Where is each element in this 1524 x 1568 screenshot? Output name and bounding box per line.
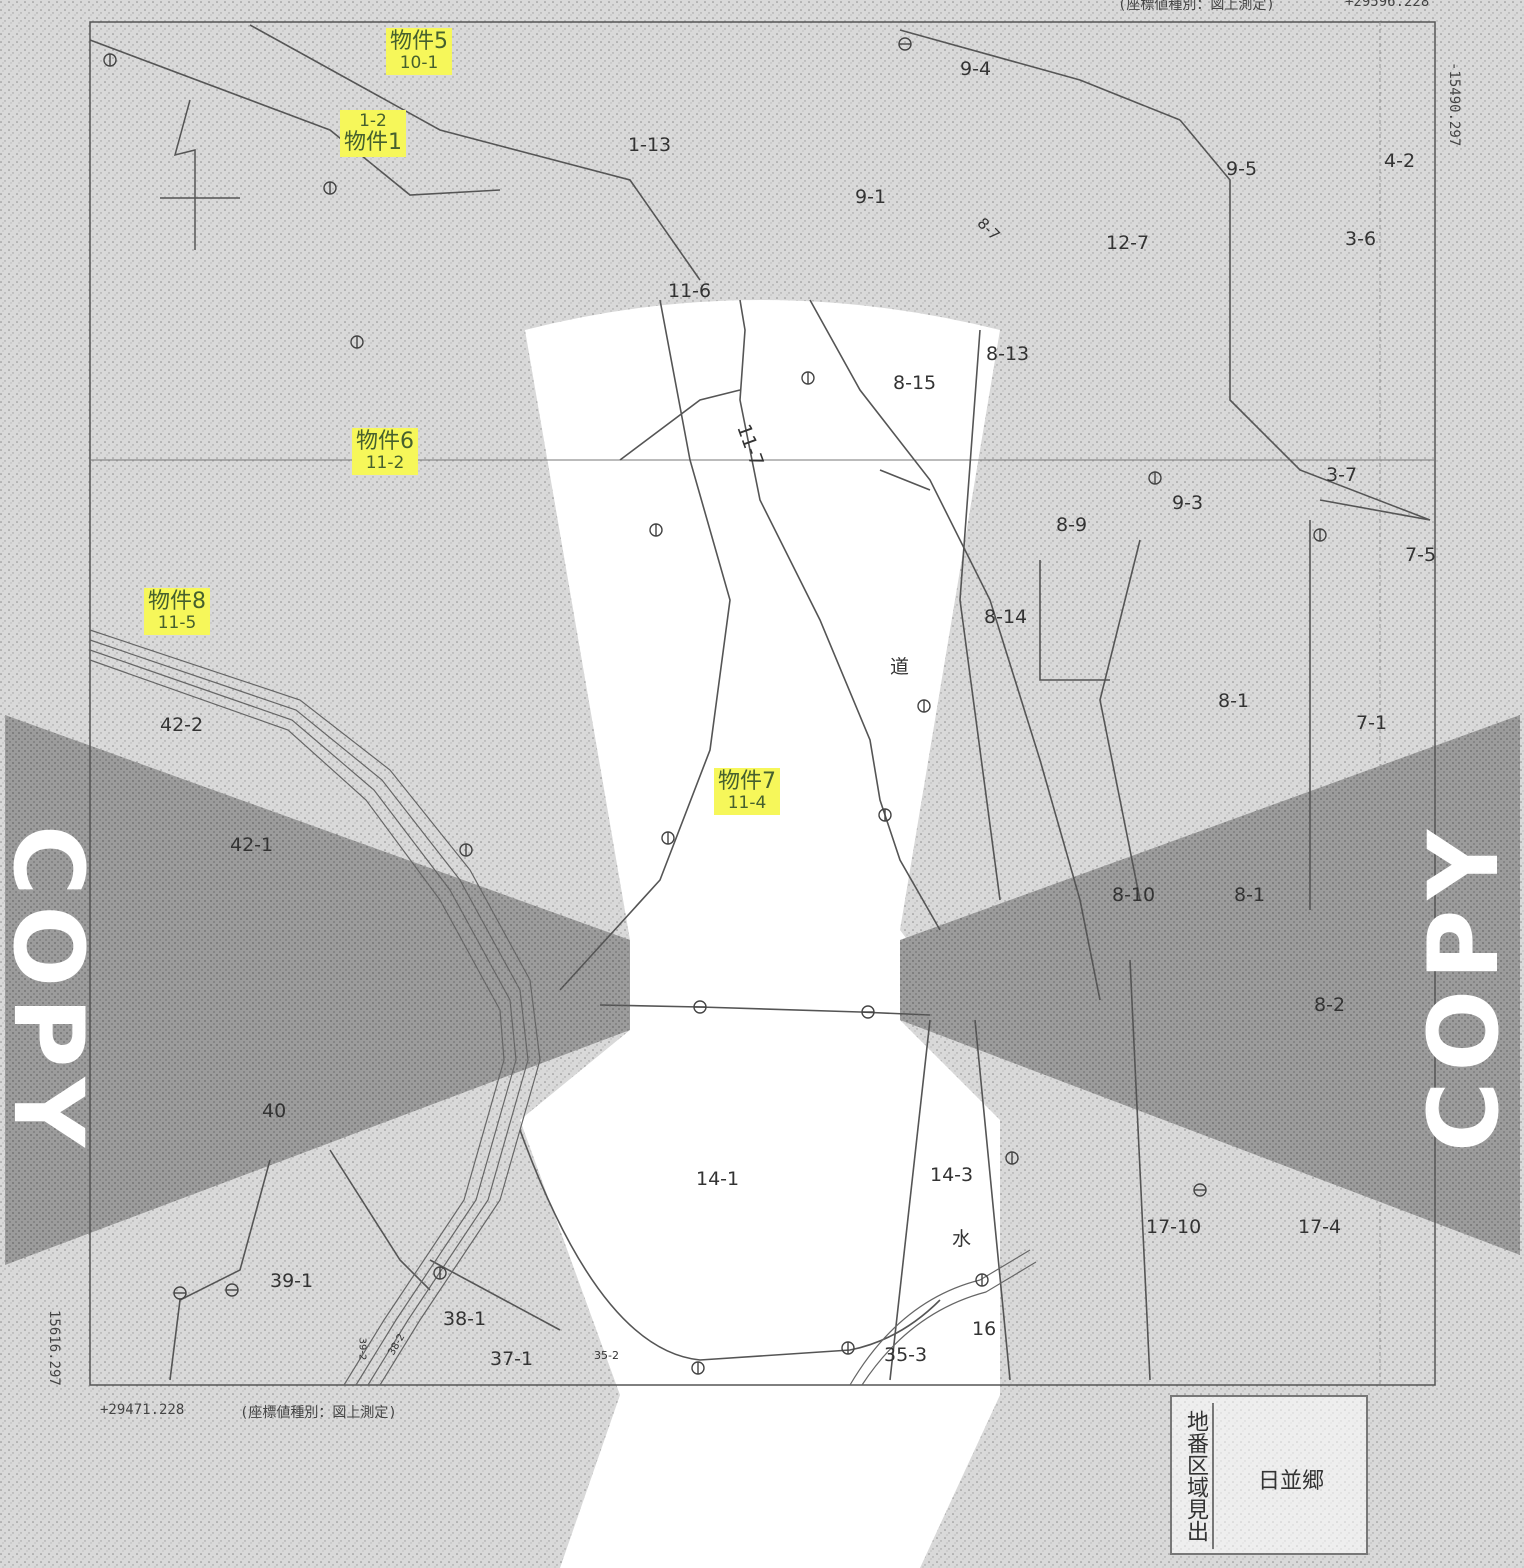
lot-label: 42-2 [160, 714, 204, 736]
lot-label: 40 [262, 1100, 287, 1122]
lot-label: 1-13 [628, 134, 672, 156]
coord-top-right-x: +29596.228 [1345, 0, 1430, 10]
property-name: 物件1 [344, 129, 402, 155]
lot-label: 8-1 [1234, 884, 1266, 906]
coord-left-y: 15616.297 [46, 1310, 62, 1386]
lot-label: 道 [890, 656, 910, 678]
coord-bottom-left-x: +29471.228 [100, 1402, 185, 1418]
lot-label: 11-6 [668, 280, 712, 302]
lot-label: 39-2 [356, 1337, 368, 1361]
lot-label: 12-7 [1106, 232, 1150, 254]
lot-label: 8-1 [1218, 690, 1250, 712]
watermark-text-left: COPY [0, 825, 104, 1157]
property-name: 物件8 [148, 589, 206, 614]
lot-label: 8-14 [984, 606, 1028, 628]
clear-area [520, 300, 1000, 1568]
coord-bottom-note: (座標値種別：図上測定) [240, 1405, 397, 1421]
lot-label: 8-15 [893, 372, 937, 394]
property-lot: 1-2 [359, 111, 387, 131]
property-lot: 11-5 [157, 613, 197, 634]
lot-label: 8-13 [986, 343, 1030, 365]
property-label-5[interactable]: 物件5 10-1 [386, 28, 452, 75]
north-arrow [160, 99, 240, 250]
lot-label: 9-4 [960, 58, 992, 80]
lot-label: 7-1 [1356, 712, 1388, 734]
lot-label: 9-5 [1226, 158, 1258, 180]
lot-label: 38-1 [443, 1308, 487, 1330]
watermark-wedge-right [900, 715, 1520, 1255]
parcel-boundaries [89, 24, 1431, 1381]
property-lot: 11-4 [727, 793, 767, 814]
lot-label: 8-2 [1314, 994, 1346, 1016]
property-lot: 10-1 [399, 53, 439, 74]
watermark-text-right: COPY [1407, 820, 1520, 1152]
lot-label: 水 [952, 1228, 972, 1250]
lot-label: 9-3 [1172, 492, 1204, 514]
property-label-7[interactable]: 物件7 11-4 [714, 768, 780, 815]
road-lines [89, 629, 1037, 1386]
lot-label: 14-1 [696, 1168, 740, 1190]
map-frame [89, 21, 1436, 1386]
lot-label: 3-6 [1345, 228, 1377, 250]
lot-label: 3-7 [1326, 464, 1358, 486]
lot-label: 42-1 [230, 834, 274, 856]
property-label-8[interactable]: 物件8 11-5 [144, 588, 210, 635]
property-label-6[interactable]: 物件6 11-2 [352, 428, 418, 475]
lot-label: 8-9 [1056, 514, 1088, 536]
lot-label: 37-1 [490, 1348, 534, 1370]
lot-label: 14-3 [930, 1164, 974, 1186]
lot-label: 35-3 [884, 1344, 928, 1366]
lot-label: 17-4 [1298, 1216, 1342, 1238]
property-name: 物件6 [356, 429, 414, 454]
survey-points [103, 37, 1327, 1375]
lot-label: 4-2 [1384, 150, 1416, 172]
property-name: 物件7 [718, 769, 776, 794]
watermark-wedge-left [5, 715, 630, 1265]
lot-label: 17-10 [1146, 1216, 1202, 1238]
property-label-1[interactable]: 物件1 1-2 [340, 110, 406, 157]
property-name: 物件5 [390, 29, 448, 54]
coord-top-note: (座標値種別：図上測定) [1118, 0, 1275, 13]
legend-value: 日並郷 [1258, 1469, 1325, 1494]
coord-right-y: -15490.297 [1446, 62, 1462, 147]
lot-label: 8-10 [1112, 884, 1156, 906]
legend-box: 地番区域見出 日並郷 [1170, 1395, 1368, 1555]
lot-label: 16 [972, 1318, 997, 1340]
property-lot: 11-2 [365, 453, 405, 474]
lot-label: 7-5 [1405, 544, 1437, 566]
legend-title: 地番区域見出 [1178, 1403, 1214, 1549]
lot-label: 39-1 [270, 1270, 314, 1292]
lot-label: 35-2 [594, 1349, 619, 1362]
lot-label: 9-1 [855, 186, 887, 208]
